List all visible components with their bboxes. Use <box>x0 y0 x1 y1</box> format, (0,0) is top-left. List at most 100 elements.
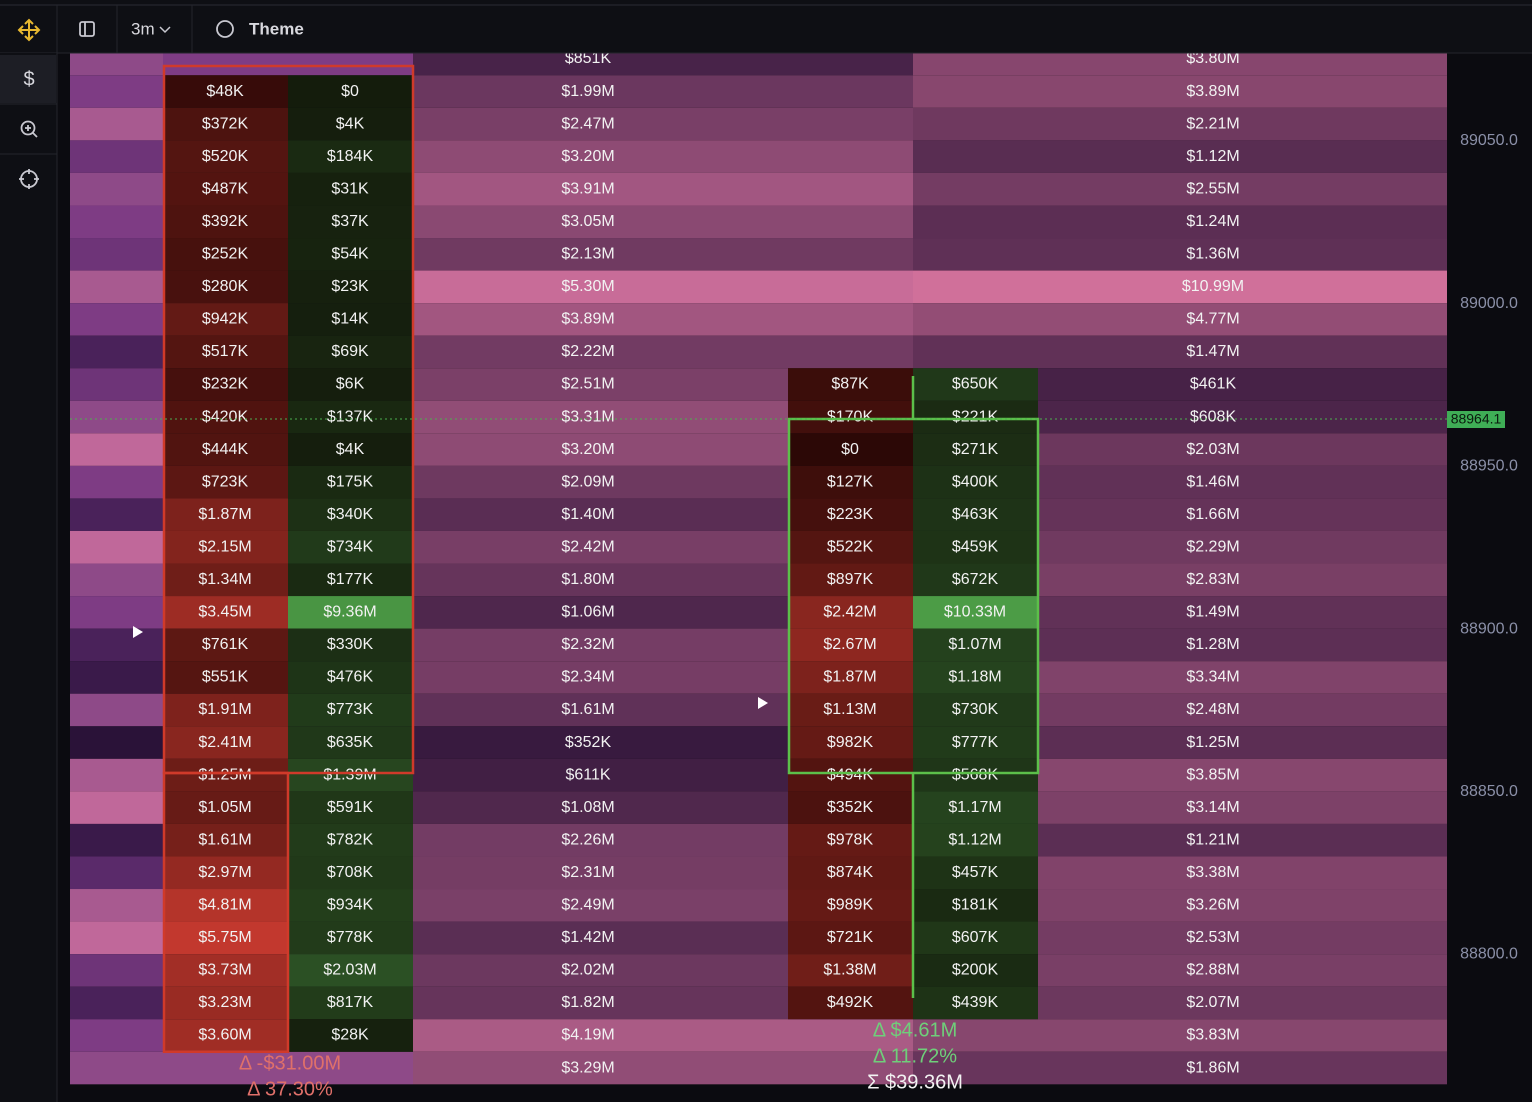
crosshair-tool[interactable] <box>19 169 39 189</box>
sell-value: $761K <box>202 636 249 653</box>
sell-value: $2.67M <box>823 636 876 653</box>
heat-value: $1.24M <box>1186 213 1239 230</box>
heat-cell <box>1038 661 1447 694</box>
buy-cell <box>288 433 413 466</box>
heat-value: $2.29M <box>1186 538 1239 555</box>
heat-cell <box>70 270 163 304</box>
buy-value: $200K <box>952 962 999 979</box>
heat-cell <box>70 596 163 629</box>
heat-value: $2.53M <box>1186 929 1239 946</box>
heat-value: $851K <box>565 50 612 67</box>
sell-cell <box>163 238 288 271</box>
sell-cell <box>163 107 288 141</box>
buy-value: $14K <box>331 311 369 328</box>
buy-value: $1.39M <box>323 766 376 783</box>
buy-cell <box>288 75 413 108</box>
heat-value: $2.48M <box>1186 701 1239 718</box>
move-tool[interactable] <box>17 18 41 42</box>
heat-cell <box>413 335 913 369</box>
buy-value: $340K <box>327 506 374 523</box>
heat-cell <box>1038 791 1447 824</box>
currency-tool[interactable]: $ <box>23 68 34 90</box>
heat-value: $3.89M <box>1186 83 1239 100</box>
price-tick: 89050.0 <box>1460 132 1518 149</box>
sell-cell <box>163 75 288 108</box>
buy-cell <box>288 107 413 141</box>
timeframe-select[interactable]: 3m <box>131 19 171 38</box>
sell-cell <box>163 758 288 792</box>
sell-value: $5.75M <box>198 929 251 946</box>
heat-value: $3.83M <box>1186 1027 1239 1044</box>
sell-value: $1.91M <box>198 701 251 718</box>
overlay: Δ -$31.00M Δ 37.30% Δ $4.61M Δ 11.72% Σ $39.… <box>70 53 1532 1102</box>
heat-value: $1.61M <box>561 701 614 718</box>
heat-cell <box>70 498 163 531</box>
heat-value: $3.89M <box>561 311 614 328</box>
heat-cell <box>913 107 1447 141</box>
buy-cell <box>288 986 413 1020</box>
buy-value: $672K <box>952 571 999 588</box>
buy-cell <box>913 596 1038 629</box>
buy-value: $177K <box>327 571 374 588</box>
heat-cell <box>70 400 163 434</box>
price-tick: 88950.0 <box>1460 458 1518 475</box>
heat-cell <box>413 889 788 922</box>
buy-cell <box>288 758 413 792</box>
theme-label[interactable]: Theme <box>249 19 304 38</box>
heat-value: $352K <box>565 734 612 751</box>
heat-cell <box>913 53 1447 76</box>
sell-value: $280K <box>202 278 249 295</box>
heat-value: $3.34M <box>1186 669 1239 686</box>
buy-value: $54K <box>331 246 369 263</box>
heat-cell <box>70 53 163 76</box>
buy-cell <box>288 303 413 336</box>
sell-value: $232K <box>202 376 249 393</box>
heat-cell <box>413 1019 913 1052</box>
heat-cell <box>413 726 788 759</box>
zoom-tool[interactable] <box>20 120 38 138</box>
sell-value: $127K <box>827 473 874 490</box>
heat-value: $3.14M <box>1186 799 1239 816</box>
buy-cell <box>288 205 413 239</box>
sell-cell <box>163 433 288 466</box>
timeframe[interactable]: 3m <box>131 19 155 38</box>
heat-value: $3.05M <box>561 213 614 230</box>
buy-cell <box>913 921 1038 955</box>
heat-cell <box>70 954 163 987</box>
buy-value: $1.17M <box>948 799 1001 816</box>
heat-cell <box>163 1051 413 1085</box>
heat-value: $1.21M <box>1186 831 1239 848</box>
buy-value: $10.33M <box>944 604 1006 621</box>
sell-value: $392K <box>202 213 249 230</box>
sell-cell <box>163 921 288 955</box>
sell-cell <box>788 986 913 1020</box>
heat-cell <box>163 53 413 76</box>
buy-value: $777K <box>952 734 999 751</box>
heat-cell <box>1038 465 1447 499</box>
heat-value: $1.47M <box>1186 343 1239 360</box>
sell-value: $551K <box>202 669 249 686</box>
buy-cell <box>288 856 413 890</box>
buy-value: $28K <box>331 1027 369 1044</box>
sell-value: $2.41M <box>198 734 251 751</box>
theme-button[interactable]: Theme <box>216 19 304 38</box>
heat-cell <box>70 205 163 239</box>
heat-cell <box>413 563 788 597</box>
sell-cell <box>163 889 288 922</box>
heat-value: $1.08M <box>561 799 614 816</box>
heat-cell <box>913 205 1447 239</box>
buy-value: $607K <box>952 929 999 946</box>
heat-value: $2.47M <box>561 115 614 132</box>
sidebar-toggle[interactable] <box>79 21 95 37</box>
heat-value: $3.91M <box>561 180 614 197</box>
buy-cell <box>288 140 413 173</box>
heat-cell <box>70 791 163 824</box>
sell-value: $444K <box>202 441 249 458</box>
sell-cell <box>163 530 288 564</box>
buy-cell <box>288 823 413 857</box>
toolbar-bg <box>0 0 1532 53</box>
heat-value: $461K <box>1190 376 1237 393</box>
heat-value: $2.49M <box>561 897 614 914</box>
buy-value: $221K <box>952 408 999 425</box>
